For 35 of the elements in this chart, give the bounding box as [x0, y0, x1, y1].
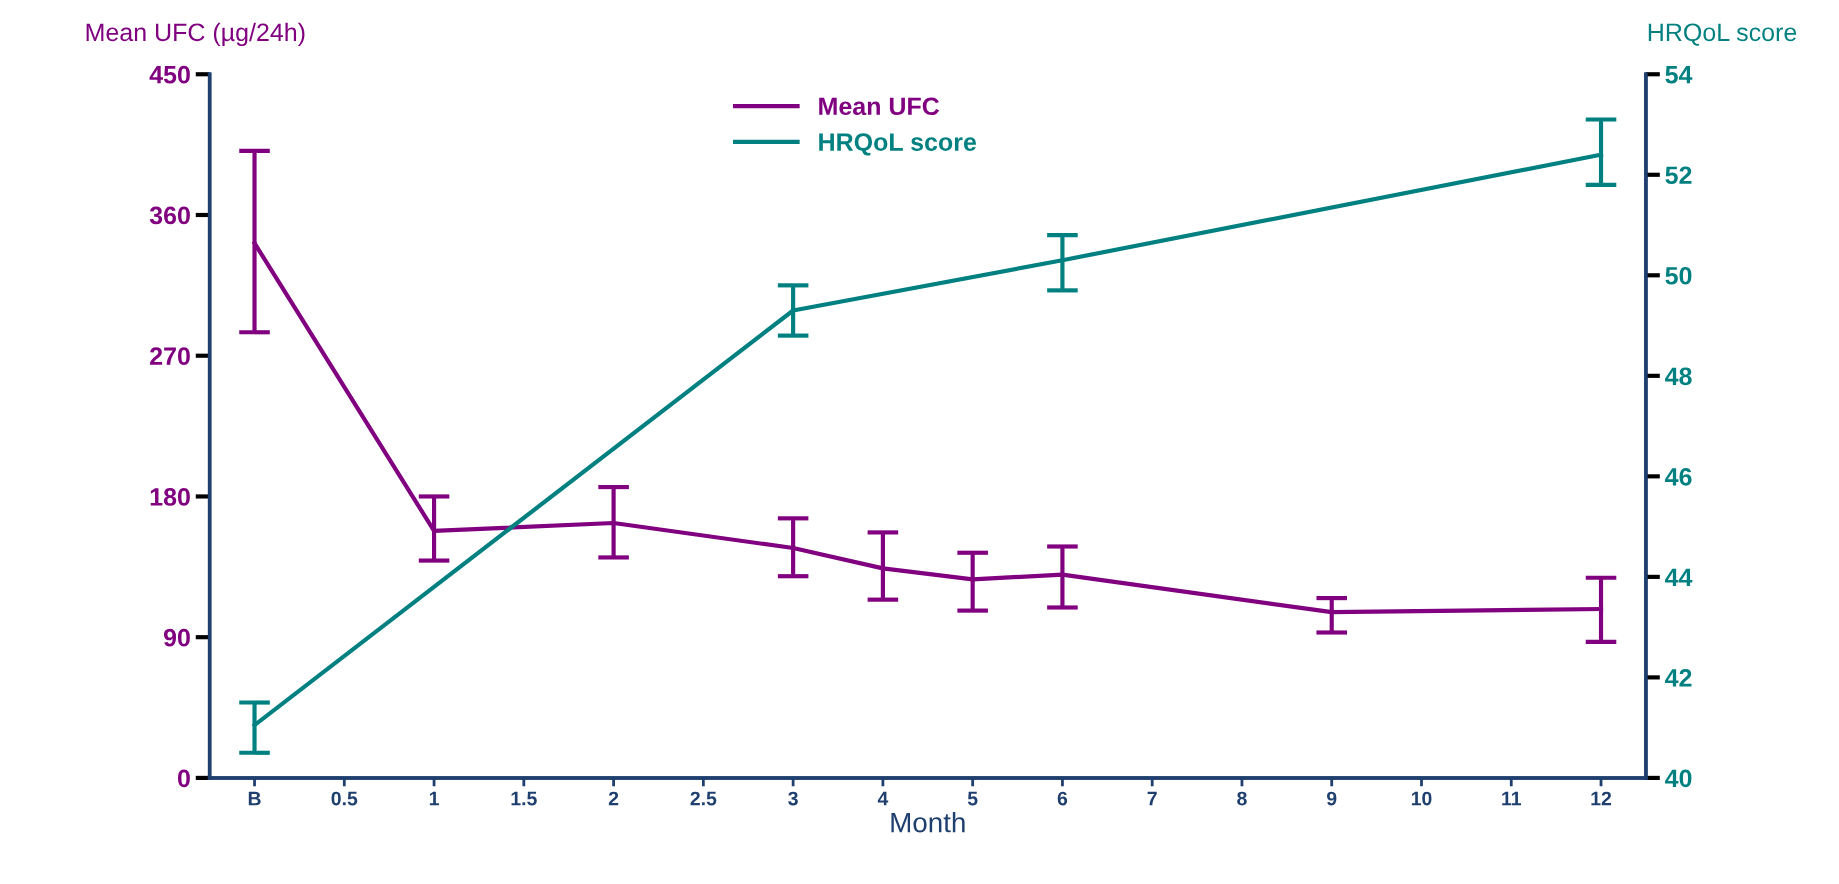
y2-tick-label: 50	[1665, 266, 1692, 285]
x-tick-label: 11	[1502, 791, 1521, 806]
x-tick-label: 9	[1326, 791, 1337, 806]
x-tick-label: 2	[608, 791, 619, 806]
y-axis-title: Mean UFC (µg/24h)	[86, 22, 305, 47]
x-tick-label: 6	[1057, 791, 1068, 806]
x-tick-label: 4	[877, 791, 889, 806]
x-tick-label: B	[248, 791, 261, 806]
y-tick-label: 270	[150, 347, 190, 366]
y2-tick-label: 42	[1665, 669, 1692, 687]
y2-tick-label: 48	[1665, 367, 1692, 386]
y2-tick-label: 52	[1665, 166, 1692, 185]
legend-label: Mean UFC	[819, 97, 940, 116]
y2-tick-label: 44	[1665, 568, 1693, 586]
y-tick-label: 0	[177, 769, 190, 788]
x-tick-label: 0.5	[331, 791, 358, 806]
y-tick-label: 180	[150, 488, 190, 506]
x-tick-label: 5	[967, 791, 978, 806]
y-tick-label: 360	[149, 206, 190, 225]
x-tick-label: 2.5	[690, 791, 717, 806]
x-tick-label: 10	[1411, 791, 1432, 806]
x-tick-label: 3	[788, 791, 798, 806]
y2-tick-label: 46	[1665, 467, 1692, 486]
x-tick-label: 12	[1591, 791, 1612, 806]
x-tick-label: 7	[1147, 791, 1157, 806]
y2-tick-label: 40	[1665, 769, 1692, 788]
x-axis-title: Month	[891, 812, 965, 833]
y2-axis-title: HRQoL score	[1648, 23, 1797, 46]
x-tick-label: 1.5	[511, 791, 537, 806]
x-tick-label: 8	[1237, 791, 1247, 806]
x-tick-label: 1	[429, 791, 439, 806]
y-tick-label: 450	[149, 65, 190, 84]
y-tick-label: 90	[163, 628, 190, 647]
y2-tick-label: 54	[1665, 66, 1693, 84]
legend-label: HRQoL score	[819, 133, 977, 156]
